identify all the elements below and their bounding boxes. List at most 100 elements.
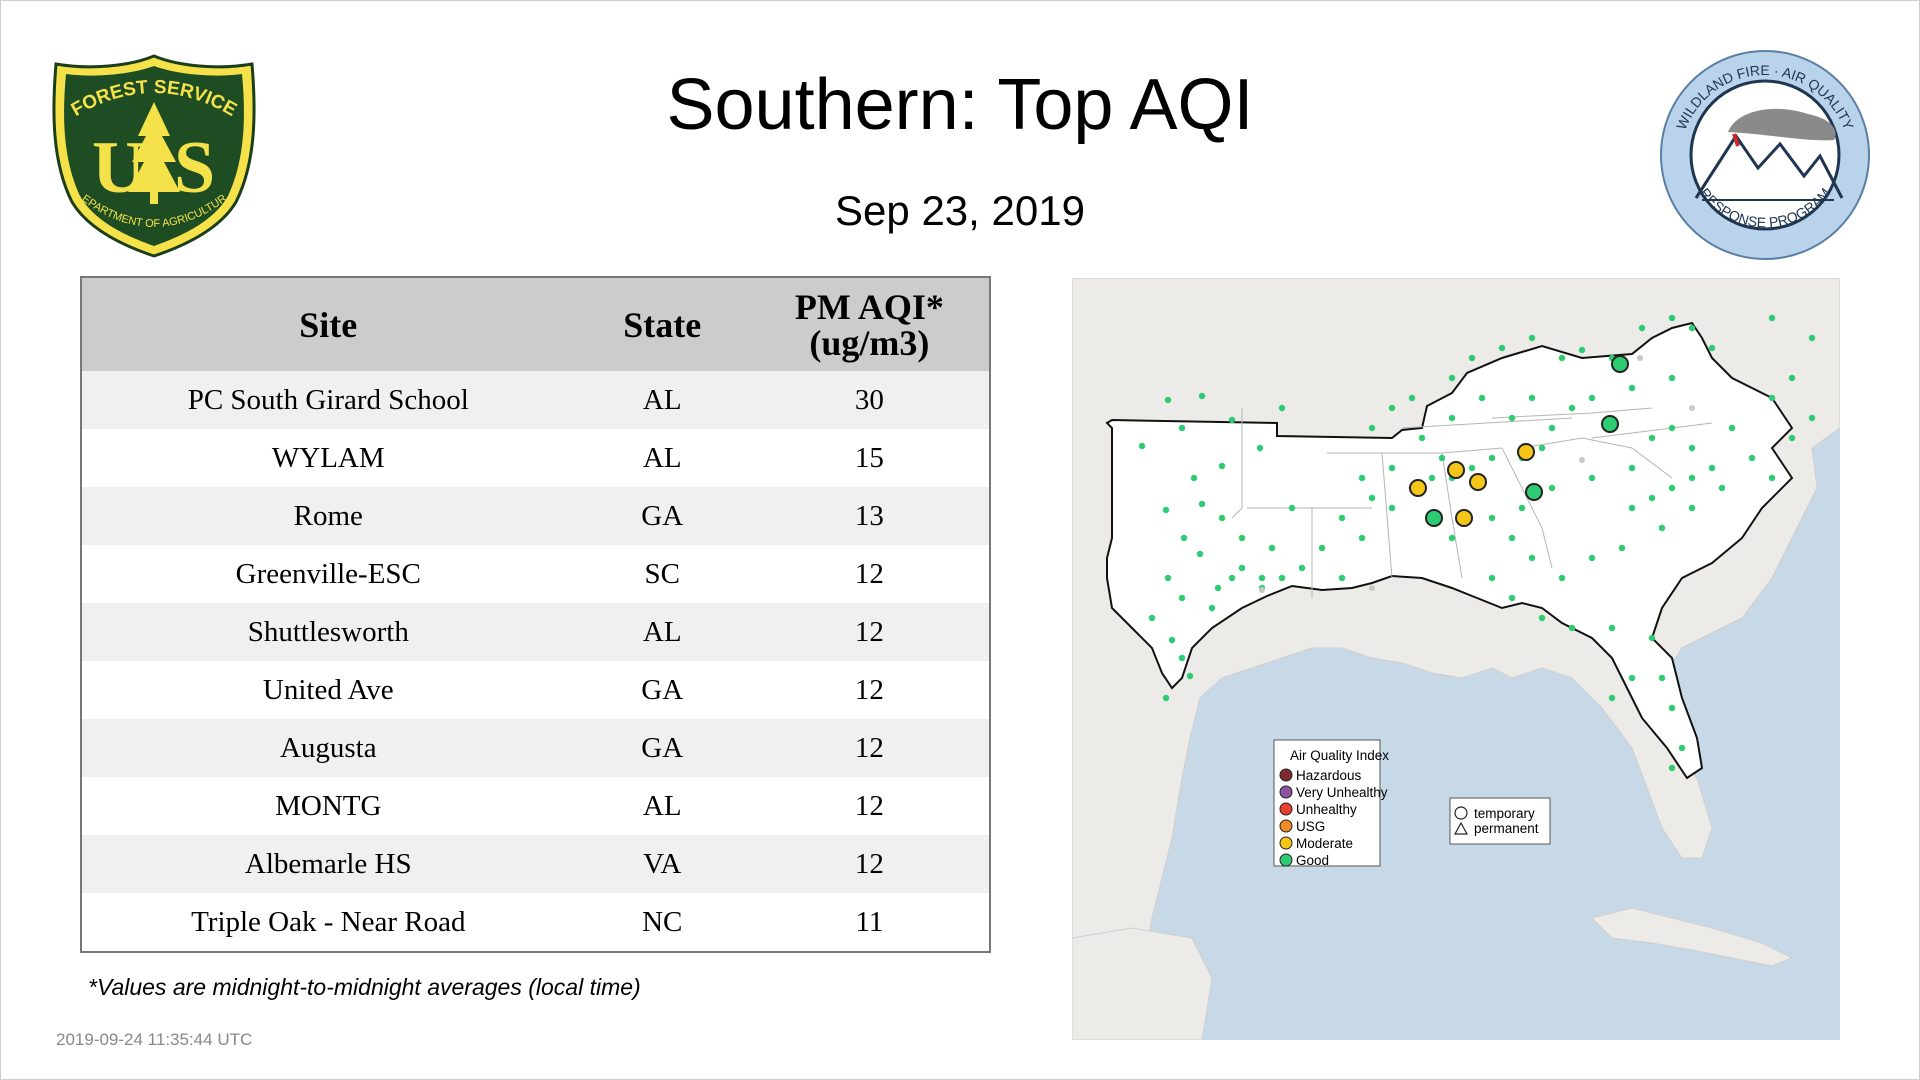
sensor-dot <box>1688 504 1696 512</box>
sensor-dot <box>1628 674 1636 682</box>
yucatan <box>1071 927 1213 1041</box>
sensor-layer <box>1138 314 1816 772</box>
site-cell: Shuttlesworth <box>81 603 575 661</box>
legend-swatch <box>1279 768 1293 782</box>
table-row: United Ave GA 12 <box>81 661 990 719</box>
sensor-dot <box>1708 464 1716 472</box>
sensor-dot <box>1678 744 1686 752</box>
legend-label: Good <box>1296 853 1329 868</box>
sensor-dot <box>1538 614 1546 622</box>
sensor-dot <box>1208 604 1216 612</box>
sensor-dot <box>1728 424 1736 432</box>
sensor-dot <box>1388 464 1396 472</box>
sensor-dot <box>1164 574 1172 582</box>
sensor-dot <box>1768 314 1776 322</box>
forest-service-logo: FOREST SERVICE U S DEPARTMENT OF AGRICUL… <box>46 43 258 258</box>
sensor-dot-inactive <box>1637 355 1643 361</box>
table-row: Greenville-ESC SC 12 <box>81 545 990 603</box>
state-cell: VA <box>574 835 750 893</box>
table-header-row: Site State PM AQI* (ug/m3) <box>81 277 990 371</box>
wildland-fire-logo: WILDLAND FIRE · AIR QUALITY RESPONSE PRO… <box>1658 48 1872 262</box>
sensor-dot <box>1528 554 1536 562</box>
aqi-cell: 12 <box>749 719 990 777</box>
sensor-dot <box>1638 324 1646 332</box>
legend-swatch <box>1279 853 1293 867</box>
sensor-dot <box>1278 404 1286 412</box>
sensor-dot <box>1196 550 1204 558</box>
svg-text:U: U <box>92 127 145 209</box>
site-cell: Greenville-ESC <box>81 545 575 603</box>
sensor-dot-inactive <box>1369 585 1375 591</box>
legend-item-usg: USG <box>1279 819 1325 834</box>
sensor-dot <box>1668 704 1676 712</box>
state-cell: GA <box>574 661 750 719</box>
site-cell: United Ave <box>81 661 575 719</box>
report-date: Sep 23, 2019 <box>835 187 1085 234</box>
legend-label: USG <box>1296 819 1325 834</box>
sensor-dot <box>1658 674 1666 682</box>
aqi-cell: 12 <box>749 777 990 835</box>
legend-item-good: Good <box>1279 853 1329 868</box>
state-cell: AL <box>574 429 750 487</box>
sensor-dot <box>1528 394 1536 402</box>
legend-item-hazardous: Hazardous <box>1279 768 1362 783</box>
sensor-dot <box>1588 554 1596 562</box>
legend-label: Very Unhealthy <box>1296 785 1388 800</box>
sensor-dot <box>1808 414 1816 422</box>
table-row: WYLAM AL 15 <box>81 429 990 487</box>
sensor-dot <box>1238 564 1246 572</box>
sensor-dot <box>1178 594 1186 602</box>
legend-swatch <box>1279 836 1293 850</box>
sensor-dot <box>1708 344 1716 352</box>
sensor-dot <box>1558 354 1566 362</box>
site-marker <box>1601 415 1619 433</box>
site-marker <box>1611 355 1629 373</box>
sensor-dot <box>1338 574 1346 582</box>
sensor-dot-inactive <box>1689 405 1695 411</box>
column-header-aqi: PM AQI* (ug/m3) <box>749 277 990 371</box>
aqi-table: Site State PM AQI* (ug/m3) PC South Girar… <box>80 276 991 953</box>
sensor-dot <box>1608 624 1616 632</box>
legend-title: Air Quality Index <box>1290 748 1389 763</box>
sensor-dot <box>1358 474 1366 482</box>
legend-temporary: temporary <box>1474 806 1535 821</box>
sensor-dot <box>1178 654 1186 662</box>
site-cell: MONTG <box>81 777 575 835</box>
temporary-circle-icon <box>1454 806 1468 820</box>
sensor-dot <box>1498 344 1506 352</box>
sensor-dot <box>1568 624 1576 632</box>
column-header-site: Site <box>81 277 575 371</box>
aqi-cell: 12 <box>749 835 990 893</box>
sensor-dot <box>1468 354 1476 362</box>
sensor-dot <box>1648 434 1656 442</box>
sensor-dot <box>1688 474 1696 482</box>
sensor-dot <box>1628 504 1636 512</box>
sensor-dot <box>1528 334 1536 342</box>
site-cell: WYLAM <box>81 429 575 487</box>
sensor-dot <box>1358 534 1366 542</box>
state-cell: AL <box>574 777 750 835</box>
sensor-dot <box>1178 424 1186 432</box>
sensor-dot <box>1298 564 1306 572</box>
site-marker <box>1517 443 1535 461</box>
sensor-dot <box>1190 474 1198 482</box>
site-marker <box>1447 461 1465 479</box>
legend-swatch <box>1279 785 1293 799</box>
southern-region <box>1105 321 1794 780</box>
legend-label: Hazardous <box>1296 768 1362 783</box>
sensor-dot-inactive <box>1259 587 1265 593</box>
sensor-dot <box>1228 574 1236 582</box>
site-cell: Triple Oak - Near Road <box>81 893 575 952</box>
sensor-dot <box>1588 474 1596 482</box>
legend-item-moderate: Moderate <box>1279 836 1353 851</box>
table-row: Rome GA 13 <box>81 487 990 545</box>
sensor-dot <box>1668 314 1676 322</box>
sensor-dot <box>1768 474 1776 482</box>
sensor-dot <box>1768 394 1776 402</box>
sensor-dot <box>1748 454 1756 462</box>
state-cell: AL <box>574 371 750 429</box>
sensor-dot <box>1438 454 1446 462</box>
sensor-dot <box>1508 534 1516 542</box>
sensor-dot <box>1448 414 1456 422</box>
sensor-dot <box>1548 484 1556 492</box>
